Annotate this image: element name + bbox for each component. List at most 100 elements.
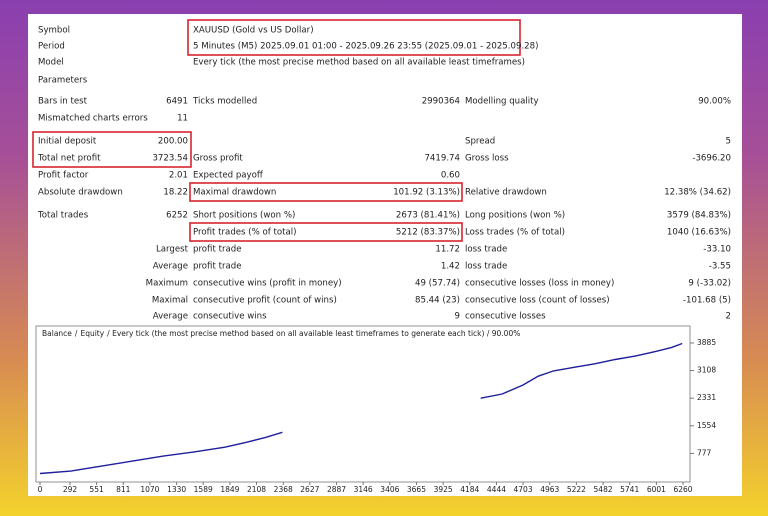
value: 7419.74 bbox=[424, 154, 460, 164]
label: profit trade bbox=[193, 262, 241, 272]
label: Mismatched charts errors bbox=[38, 114, 148, 124]
label: Long positions (won %) bbox=[465, 211, 565, 221]
value: 5212 (83.37%) bbox=[396, 228, 460, 238]
legend-text: Equity bbox=[80, 329, 104, 338]
value: 9 bbox=[455, 312, 460, 322]
highlight-box bbox=[187, 19, 521, 56]
y-tick-label: 3108 bbox=[697, 366, 716, 375]
value: Average bbox=[153, 262, 188, 272]
value: -101.68 (5) bbox=[683, 296, 731, 306]
x-tick-label: 3925 bbox=[434, 485, 453, 494]
x-tick-label: 4184 bbox=[460, 485, 479, 494]
x-tick-label: 2627 bbox=[300, 485, 319, 494]
legend-text: / bbox=[75, 329, 78, 338]
x-tick-label: 3665 bbox=[407, 485, 426, 494]
value: 3723.54 bbox=[152, 154, 188, 164]
x-tick-label: 5741 bbox=[620, 485, 639, 494]
label: Modelling quality bbox=[465, 97, 539, 107]
value: 49 (57.74) bbox=[415, 279, 460, 289]
label: Symbol bbox=[38, 26, 70, 36]
value: Maximal bbox=[152, 296, 188, 306]
x-tick-label: 1849 bbox=[220, 485, 239, 494]
value: 2673 (81.41%) bbox=[396, 211, 460, 221]
label: loss trade bbox=[465, 245, 507, 255]
y-tick-label: 3885 bbox=[697, 338, 716, 347]
label: Ticks modelled bbox=[192, 97, 257, 107]
x-tick-label: 551 bbox=[89, 485, 104, 494]
x-tick-label: 6260 bbox=[673, 485, 692, 494]
value: 90.00% bbox=[698, 97, 731, 107]
x-tick-label: 2108 bbox=[247, 485, 266, 494]
value: 5 bbox=[726, 137, 731, 147]
x-tick-label: 3146 bbox=[354, 485, 373, 494]
value: 1040 (16.63%) bbox=[667, 228, 731, 238]
report-panel bbox=[28, 14, 742, 496]
label: XAUUSD (Gold vs US Dollar) bbox=[193, 26, 314, 36]
y-tick-label: 1554 bbox=[697, 421, 716, 430]
highlight-box bbox=[189, 182, 463, 202]
x-tick-label: 811 bbox=[116, 485, 131, 494]
value: 9 (-33.02) bbox=[688, 279, 731, 289]
value: 200.00 bbox=[158, 137, 188, 147]
value: Largest bbox=[156, 245, 189, 255]
x-tick-label: 4703 bbox=[514, 485, 533, 494]
value: Average bbox=[153, 312, 188, 322]
y-tick-label: 2331 bbox=[697, 393, 716, 402]
value: 101.92 (3.13%) bbox=[393, 188, 460, 198]
value: 6491 bbox=[166, 97, 188, 107]
label: Model bbox=[38, 58, 64, 68]
label: loss trade bbox=[465, 262, 507, 272]
label: consecutive profit (count of wins) bbox=[193, 296, 337, 306]
label: Bars in test bbox=[38, 97, 88, 107]
x-tick-label: 3406 bbox=[380, 485, 399, 494]
x-tick-label: 0 bbox=[38, 485, 43, 494]
x-tick-label: 5222 bbox=[567, 485, 586, 494]
label: 5 Minutes (M5) 2025.09.01 01:00 - 2025.0… bbox=[193, 42, 538, 52]
label: Gross profit bbox=[193, 154, 243, 164]
label: consecutive loss (count of losses) bbox=[465, 296, 610, 306]
value: 11 bbox=[177, 114, 188, 124]
y-tick-label: 777 bbox=[697, 448, 712, 457]
value: 85.44 (23) bbox=[415, 296, 460, 306]
value: -3696.20 bbox=[692, 154, 731, 164]
label: consecutive losses (loss in money) bbox=[465, 279, 614, 289]
value: -3.55 bbox=[709, 262, 731, 272]
value: 2990364 bbox=[422, 97, 460, 107]
value: 3579 (84.83%) bbox=[667, 211, 731, 221]
label: consecutive wins (profit in money) bbox=[193, 279, 342, 289]
value: Maximum bbox=[146, 279, 188, 289]
x-tick-label: 6001 bbox=[647, 485, 666, 494]
label: Loss trades (% of total) bbox=[465, 228, 565, 238]
label: Expected payoff bbox=[193, 171, 264, 181]
label: Profit trades (% of total) bbox=[193, 228, 297, 238]
value: 6252 bbox=[166, 211, 188, 221]
label: consecutive losses bbox=[465, 312, 546, 322]
highlight-box bbox=[189, 222, 463, 242]
value: 2 bbox=[726, 312, 731, 322]
x-tick-label: 1330 bbox=[167, 485, 186, 494]
value: 0.60 bbox=[441, 171, 460, 181]
x-tick-label: 2368 bbox=[274, 485, 293, 494]
label: profit trade bbox=[193, 245, 241, 255]
value: 1.42 bbox=[441, 262, 460, 272]
label: Period bbox=[38, 42, 65, 52]
label: Relative drawdown bbox=[465, 188, 547, 198]
legend-text: / Every tick (the most precise method ba… bbox=[107, 329, 520, 338]
value: 12.38% (34.62) bbox=[664, 188, 731, 198]
x-tick-label: 5482 bbox=[594, 485, 613, 494]
x-tick-label: 2887 bbox=[327, 485, 346, 494]
label: Every tick (the most precise method base… bbox=[193, 58, 525, 68]
label: Total trades bbox=[37, 211, 89, 221]
label: Profit factor bbox=[38, 171, 89, 181]
value: -33.10 bbox=[703, 245, 731, 255]
label: Spread bbox=[465, 137, 495, 147]
label: Total net profit bbox=[37, 154, 101, 164]
label: Absolute drawdown bbox=[38, 188, 123, 198]
value: 18.22 bbox=[163, 188, 188, 198]
highlight-box bbox=[32, 131, 192, 168]
label: Gross loss bbox=[465, 154, 509, 164]
value: 11.72 bbox=[435, 245, 460, 255]
value: 2.01 bbox=[169, 171, 188, 181]
